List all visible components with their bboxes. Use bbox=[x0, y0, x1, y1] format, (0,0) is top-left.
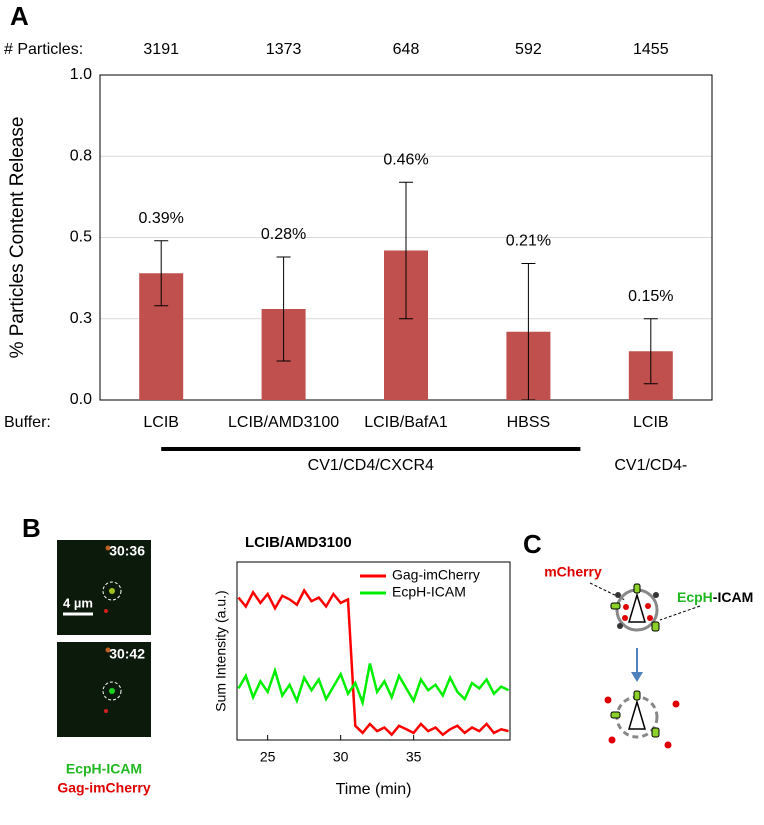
y-axis-label: Sum Intensity (a.u.) bbox=[213, 590, 229, 711]
x-tick-label: LCIB bbox=[633, 414, 669, 431]
y-axis-label: % Particles Content Release bbox=[7, 117, 28, 359]
schematic-label: EcpH bbox=[677, 589, 713, 605]
value-label: 0.28% bbox=[261, 226, 306, 243]
x-tick-label: HBSS bbox=[507, 414, 551, 431]
chart-title: LCIB/AMD3100 bbox=[245, 534, 352, 551]
legend-label: Gag-imCherry bbox=[392, 567, 480, 583]
schematic: mCherry EcpH-ICAM bbox=[544, 564, 753, 749]
value-label: 0.21% bbox=[506, 233, 551, 250]
series-line bbox=[237, 588, 509, 737]
buffer-label: Buffer: bbox=[4, 414, 51, 431]
y-tick-label: 0.3 bbox=[70, 310, 92, 327]
x-axis-label: Time (min) bbox=[336, 781, 412, 798]
arrow-head bbox=[631, 672, 643, 682]
group-label: CV1/CD4- bbox=[614, 457, 687, 474]
legend-label: EcpH-ICAM bbox=[392, 584, 466, 600]
core bbox=[627, 592, 647, 623]
plot-frame bbox=[236, 561, 511, 741]
value-label: 0.15% bbox=[628, 288, 673, 305]
y-tick-label: 0.8 bbox=[70, 147, 92, 164]
x-tick-label: LCIB bbox=[143, 414, 179, 431]
x-tick-label: 25 bbox=[260, 749, 276, 765]
schematic-label: EcpH-ICAM bbox=[677, 589, 753, 605]
spike bbox=[617, 623, 623, 629]
spot bbox=[105, 545, 111, 551]
particle-count: 1373 bbox=[266, 41, 302, 58]
dot bbox=[645, 603, 651, 609]
particle-count: 1455 bbox=[633, 41, 669, 58]
spot bbox=[109, 688, 115, 694]
group-label: CV1/CD4/CXCR4 bbox=[308, 457, 434, 474]
spot bbox=[104, 709, 108, 713]
spot bbox=[109, 588, 115, 594]
protein bbox=[610, 602, 621, 610]
panel-label: A bbox=[10, 1, 29, 31]
protein bbox=[651, 621, 660, 632]
x-tick-label: LCIB/AMD3100 bbox=[228, 414, 339, 431]
dot bbox=[647, 615, 653, 621]
timestamp: 30:42 bbox=[109, 646, 145, 662]
y-tick-label: 0.0 bbox=[70, 391, 92, 408]
value-label: 0.39% bbox=[139, 210, 184, 227]
panel-label: B bbox=[22, 513, 41, 543]
microscopy: 30:36 30:42 4 µm EcpH-ICAM Gag-imCherry bbox=[57, 540, 151, 796]
pointer bbox=[659, 605, 701, 621]
schematic-label: -ICAM bbox=[713, 589, 753, 605]
dot bbox=[608, 736, 616, 744]
particles-label: # Particles: bbox=[4, 41, 83, 58]
dot bbox=[664, 741, 672, 749]
scale-bar-label: 4 µm bbox=[63, 595, 93, 610]
panel-label: C bbox=[523, 529, 542, 559]
roi bbox=[102, 681, 122, 701]
particle-count: 3191 bbox=[143, 41, 179, 58]
protein bbox=[633, 583, 641, 594]
dot bbox=[623, 604, 629, 610]
protein bbox=[651, 727, 660, 738]
image bbox=[57, 642, 151, 737]
spike bbox=[615, 592, 621, 598]
core bbox=[627, 699, 647, 730]
series-line bbox=[237, 663, 510, 708]
channel-label: EcpH-ICAM bbox=[66, 761, 142, 777]
channel-label: Gag-imCherry bbox=[57, 780, 151, 796]
schematic-label: mCherry bbox=[544, 564, 602, 580]
y-tick-label: 1.0 bbox=[70, 66, 92, 83]
x-tick-label: LCIB/BafA1 bbox=[364, 414, 448, 431]
protein bbox=[610, 711, 621, 719]
dot bbox=[604, 696, 612, 704]
timestamp: 30:36 bbox=[109, 543, 145, 559]
spot bbox=[104, 609, 108, 613]
roi bbox=[102, 581, 122, 601]
dot bbox=[672, 700, 680, 708]
spike bbox=[653, 592, 659, 598]
particle-count: 592 bbox=[515, 41, 542, 58]
value-label: 0.46% bbox=[383, 151, 428, 168]
x-tick-label: 30 bbox=[333, 749, 349, 765]
protein bbox=[633, 690, 641, 701]
spot bbox=[105, 647, 111, 653]
particle-count: 648 bbox=[393, 41, 420, 58]
dot bbox=[622, 615, 628, 621]
y-tick-label: 0.5 bbox=[70, 229, 92, 246]
x-tick-label: 35 bbox=[406, 749, 422, 765]
